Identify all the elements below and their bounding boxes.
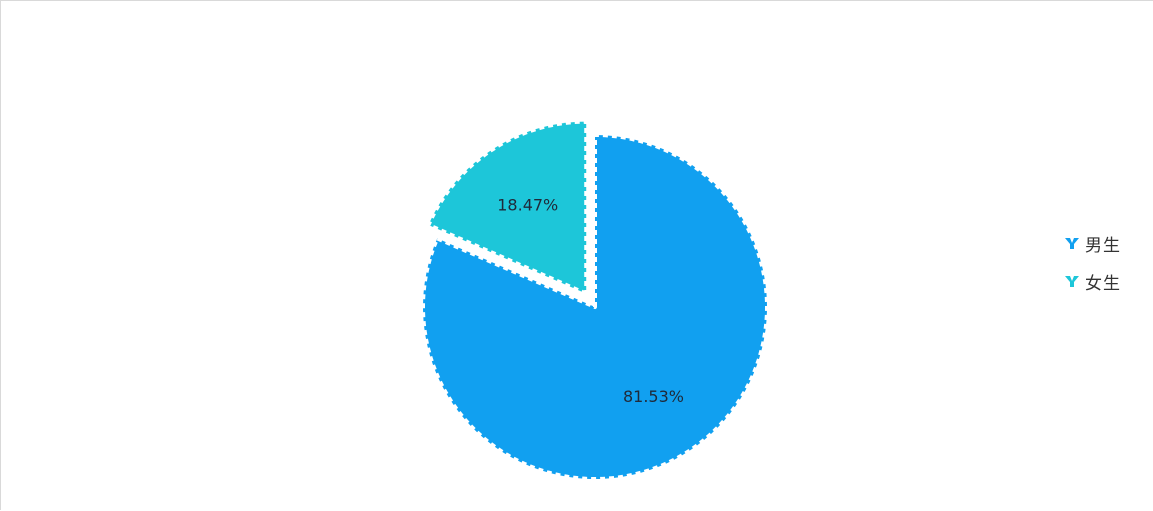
- legend-item-female[interactable]: 女生: [1063, 271, 1153, 294]
- pie-slice[interactable]: [426, 119, 589, 296]
- pie-slices: [421, 119, 769, 481]
- slice-data-label: 18.47%: [497, 195, 558, 214]
- pie-labels: 81.53% 18.47%: [497, 195, 684, 406]
- legend-label-female: 女生: [1085, 273, 1121, 294]
- slice-data-label: 81.53%: [623, 387, 684, 406]
- legend-marker-icon: [1065, 276, 1079, 287]
- legend-item-male[interactable]: 男生: [1063, 233, 1153, 256]
- pie-slice[interactable]: [421, 133, 769, 481]
- legend: 男生 女生: [1063, 233, 1153, 309]
- legend-label-male: 男生: [1085, 235, 1121, 256]
- legend-marker-icon: [1065, 238, 1079, 249]
